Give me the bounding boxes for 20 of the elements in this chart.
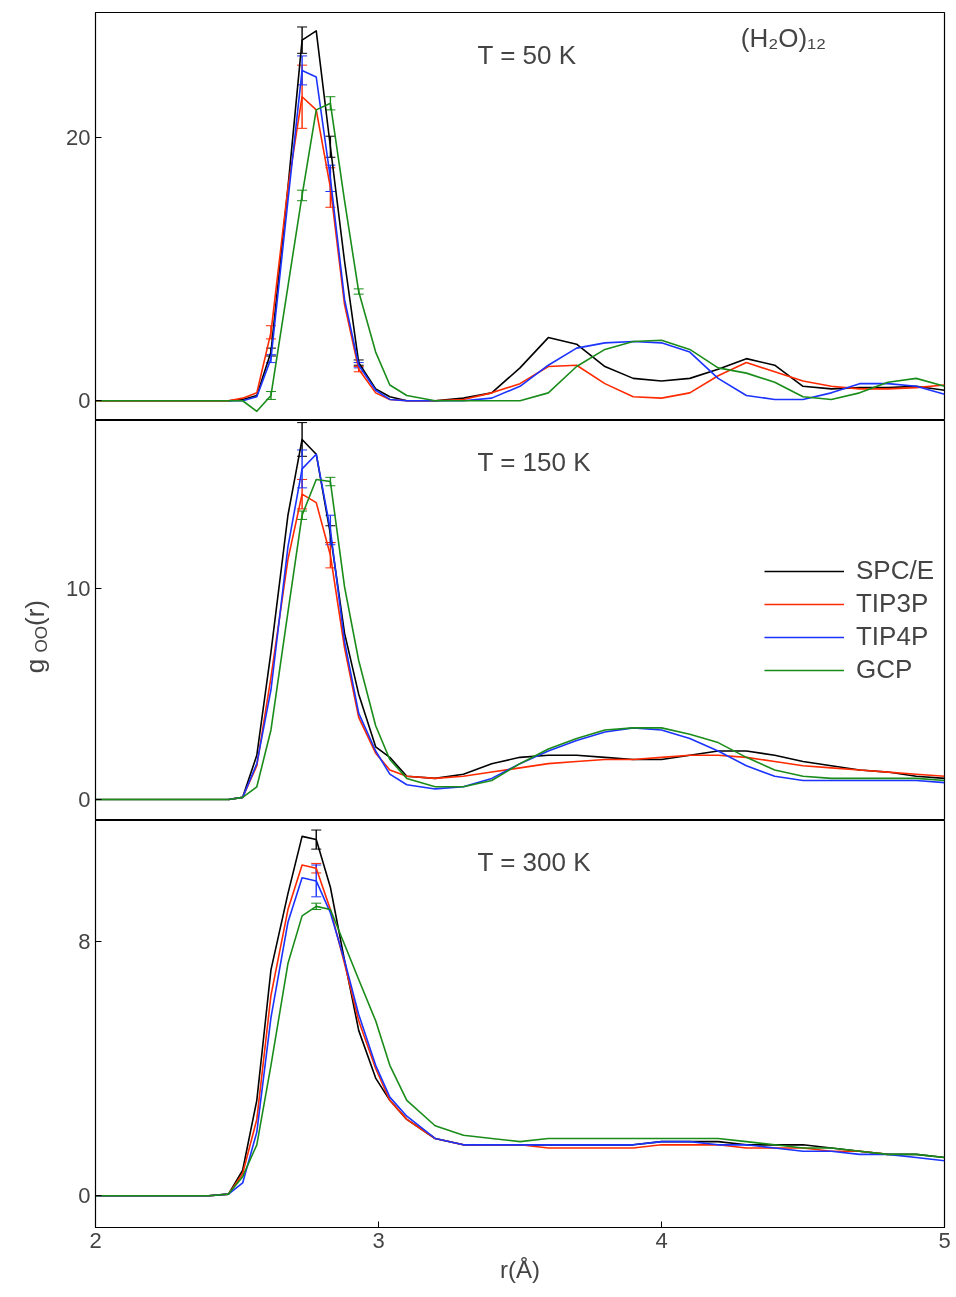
annotation: T = 300 K [477, 847, 592, 878]
y-tick-label: 0 [78, 388, 91, 414]
annotation: T = 50 K [477, 39, 577, 70]
x-tick-label: 2 [89, 1227, 102, 1253]
legend-label: TIP4P [855, 621, 929, 652]
legend-label: SPC/E [855, 555, 934, 586]
legend-label: TIP3P [855, 588, 929, 619]
y-tick-label: 8 [78, 928, 91, 954]
x-tick-label: 3 [372, 1227, 385, 1253]
annotation: (H₂O)₁₂ [740, 23, 827, 54]
legend-label: GCP [855, 654, 913, 685]
y-tick-label: 20 [66, 125, 91, 151]
x-tick-label: 4 [655, 1227, 668, 1253]
y-tick-label: 0 [78, 786, 91, 812]
x-tick-label: 5 [938, 1227, 951, 1253]
x-axis-title: r(Å) [500, 1255, 540, 1283]
y-tick-label: 0 [78, 1183, 91, 1209]
y-tick-label: 10 [66, 576, 91, 602]
annotation: T = 150 K [477, 446, 592, 477]
y-axis-title: gOO(r) [20, 600, 51, 674]
